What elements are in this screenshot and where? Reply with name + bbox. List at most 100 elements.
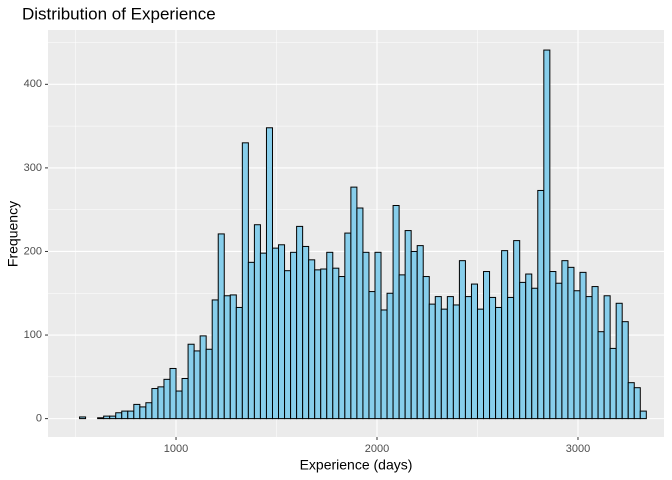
x-tick-label: 2000 [365,443,389,455]
bar [422,276,430,420]
bar [464,296,472,420]
bar [440,308,448,420]
bar [332,267,340,420]
bar [223,295,231,420]
bar [543,49,551,420]
bar [597,331,605,420]
bar [579,271,587,420]
bar [211,299,219,420]
bar [121,410,129,420]
bar [513,240,521,420]
bar [187,343,195,420]
bar [314,269,322,420]
bar [585,296,593,420]
bar [470,283,478,420]
bar [404,230,412,420]
bar [308,259,316,420]
bar [253,224,261,420]
bar [350,186,358,420]
bar [79,416,87,420]
bar [139,406,147,420]
bar [127,410,135,420]
bar [157,386,165,420]
bar [416,245,424,420]
bar [410,250,418,420]
bar [537,189,545,420]
y-axis-title: Frequency [5,201,21,267]
bar [489,296,497,420]
bar [175,390,183,420]
bar [507,296,515,420]
bar [446,296,454,420]
bar [458,260,466,420]
bar [392,205,400,420]
bar [217,233,225,420]
chart-title: Distribution of Experience [22,4,216,23]
bar [386,292,394,420]
bar [483,271,491,420]
bar [609,347,617,420]
bar [193,350,201,420]
bar [573,290,581,420]
y-tick-label: 300 [24,162,42,174]
y-tick-label: 200 [24,245,42,257]
bar [235,306,243,420]
bar [259,252,267,420]
bar [163,378,171,420]
bar [320,268,328,420]
bar [452,304,460,420]
x-axis-title: Experience (days) [300,457,413,473]
bar [241,142,249,420]
bar [434,296,442,420]
bar [109,415,117,420]
bar [103,415,111,420]
bar [145,402,153,420]
bar [344,232,352,420]
bar [368,291,376,420]
bar [115,412,123,420]
bar [519,281,527,420]
bar [621,321,629,420]
bar [627,382,635,420]
y-tick-label: 400 [24,78,42,90]
bar [476,308,485,420]
bar [247,261,255,420]
bar [591,286,599,420]
bar [561,260,569,420]
bar [296,225,304,420]
bar [567,266,575,420]
bar [278,244,286,420]
bar [374,251,382,420]
bar [603,295,611,420]
bar [555,282,563,420]
bar [97,417,105,420]
bar [181,377,189,420]
bar [284,270,292,420]
bar [229,294,237,420]
bar [501,250,509,420]
bar [302,245,310,420]
bar [338,276,346,420]
bar [362,251,370,420]
bar [265,127,273,420]
bar [356,207,364,420]
bar [398,274,406,420]
bar [326,251,334,420]
bar [271,247,280,420]
bar [169,367,177,420]
x-tick-label: 3000 [566,443,590,455]
bar [290,251,298,420]
bar [633,387,641,420]
bar [549,271,557,420]
bar [615,302,623,420]
bar [205,348,213,420]
bar [639,410,647,420]
bar [380,309,388,420]
bar [531,287,539,420]
bar [199,335,207,420]
bar [525,273,533,420]
x-tick-label: 1000 [164,443,188,455]
y-tick-label: 100 [24,329,42,341]
bar [428,303,436,420]
